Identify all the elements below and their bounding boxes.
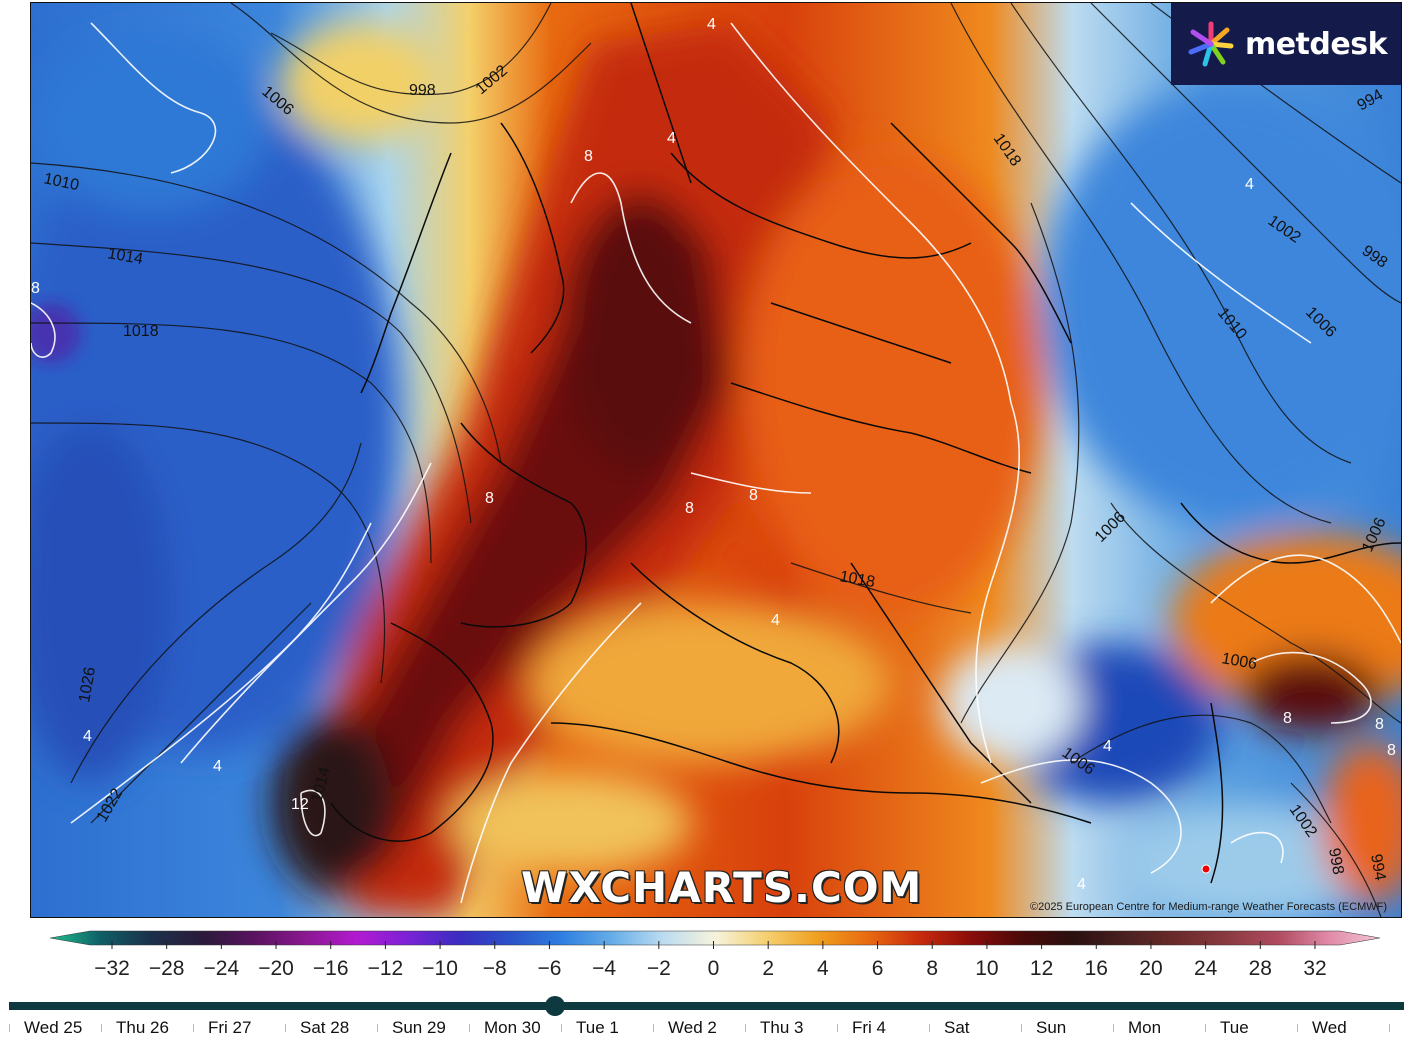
colorbar-tick-label: 32 xyxy=(1303,957,1326,980)
timeline-day-label[interactable]: Sat 28 xyxy=(300,1018,350,1037)
isobar-label: 1014 xyxy=(106,245,144,268)
colorbar-tick-label: −12 xyxy=(368,957,404,980)
timeline-tick xyxy=(1297,1024,1298,1032)
location-marker xyxy=(1201,864,1211,874)
colorbar-gradient xyxy=(49,930,1381,946)
colorbar-tick-label: 8 xyxy=(926,957,938,980)
temp-label: 8 xyxy=(485,490,494,507)
colorbar-tick-label: −2 xyxy=(647,957,671,980)
timeline-handle[interactable] xyxy=(544,996,565,1016)
isobar-label: 998 xyxy=(409,82,436,99)
colorbar-tick-label: 24 xyxy=(1194,957,1218,980)
temp-label: 8 xyxy=(584,148,593,165)
colorbar-tick-label: 4 xyxy=(817,957,829,980)
colorbar-tick-label: 2 xyxy=(762,957,774,980)
temp-label: 4 xyxy=(1103,738,1112,755)
timeline-tick xyxy=(377,1024,378,1032)
timeline-day-label[interactable]: Wed 25 xyxy=(24,1018,83,1037)
temp-label: 8 xyxy=(1283,710,1292,727)
metdesk-logo: metdesk xyxy=(1171,3,1401,85)
timeline-track[interactable] xyxy=(9,1002,1404,1010)
colorbar-tick-label: −10 xyxy=(422,957,458,980)
temp-label: 12 xyxy=(291,796,309,813)
timeline-day-label[interactable]: Tue 1 xyxy=(576,1018,619,1037)
timeline-tick xyxy=(745,1024,746,1032)
colorbar-tick-label: 20 xyxy=(1139,957,1162,980)
timeline-tick xyxy=(929,1024,930,1032)
timeline-tick xyxy=(837,1024,838,1032)
colorbar-tick-label: −16 xyxy=(313,957,349,980)
timeline-tick xyxy=(1205,1024,1206,1032)
temp-label: 8 xyxy=(749,487,758,504)
temp-label: 8 xyxy=(31,280,40,297)
temp-label: 4 xyxy=(667,130,676,147)
timeline-day-label[interactable]: Mon 30 xyxy=(484,1018,541,1037)
timeline-tick xyxy=(469,1024,470,1032)
temp-label: 8 xyxy=(1387,742,1396,759)
watermark: WXCHARTS.COM xyxy=(521,863,923,912)
colorbar-tick-label: 0 xyxy=(708,957,720,980)
isobar-label: 994 xyxy=(1367,853,1388,882)
timeline-tick xyxy=(285,1024,286,1032)
timeline-tick xyxy=(1113,1024,1114,1032)
isobar-label: 1018 xyxy=(838,568,876,591)
temp-label: 4 xyxy=(1077,876,1086,893)
timeline-slider[interactable]: Wed 25 Thu 26 Fri 27 Sat 28 Sun 29 Mon 30 Tue … xyxy=(9,996,1404,1047)
temp-label: 8 xyxy=(1375,716,1384,733)
temp-label: 4 xyxy=(213,758,222,775)
timeline-day-label[interactable]: Fri 4 xyxy=(852,1018,886,1037)
timeline-day-label[interactable]: Tue xyxy=(1220,1018,1249,1037)
colorbar-tick-label: −6 xyxy=(537,957,561,980)
timeline-tick xyxy=(1389,1024,1390,1032)
logo-text: metdesk xyxy=(1244,26,1388,62)
colorbar-legend: −32 −28 −24 −20 −16 −12 −10 −8 −6 −4 −2 0 2 4 6 8 10 12 16… xyxy=(49,928,1381,986)
temp-label: 4 xyxy=(707,16,716,33)
colorbar-tick-label: 6 xyxy=(872,957,884,980)
timeline-tick xyxy=(653,1024,654,1032)
timeline-day-label[interactable]: Mon xyxy=(1128,1018,1162,1037)
colorbar: −32 −28 −24 −20 −16 −12 −10 −8 −6 −4 −2 0 2 4 6 8 10 12 16… xyxy=(49,930,1381,980)
timeline-day-labels: Wed 25 Thu 26 Fri 27 Sat 28 Sun 29 Mon 30 Tue … xyxy=(9,1016,1404,1042)
copyright-notice: ©2025 European Centre for Medium-range W… xyxy=(1030,901,1387,913)
timeline-tick xyxy=(561,1024,562,1032)
isobar-label: 1026 xyxy=(76,666,99,704)
temp-label: 8 xyxy=(685,500,694,517)
timeline-day-label[interactable]: Fri 27 xyxy=(208,1018,252,1037)
temp-label: 4 xyxy=(83,728,92,745)
metdesk-burst-icon xyxy=(1188,21,1234,67)
colorbar-tick-label: −28 xyxy=(149,957,185,980)
temperature-anomaly-map: 1006 998 1002 1010 1014 1018 1026 1022 1… xyxy=(31,3,1401,917)
timeline-tick xyxy=(9,1024,10,1032)
isobar-label: 1018 xyxy=(123,323,159,340)
timeline-day-label[interactable]: Sun 29 xyxy=(392,1018,446,1037)
colorbar-tick-label: −8 xyxy=(483,957,507,980)
timeline-day-label[interactable]: Wed xyxy=(1312,1018,1347,1037)
colorbar-tick-label: −24 xyxy=(204,957,240,980)
colorbar-tick-label: −32 xyxy=(94,957,130,980)
temp-label: 4 xyxy=(1245,176,1254,193)
timeline-day-label[interactable]: Sat xyxy=(944,1018,970,1037)
timeline-tick xyxy=(1021,1024,1022,1032)
colorbar-tick-label: 28 xyxy=(1249,957,1272,980)
temp-label: 4 xyxy=(771,612,780,629)
colorbar-tick-label: −4 xyxy=(592,957,616,980)
timeline-tick xyxy=(101,1024,102,1032)
timeline-day-label[interactable]: Thu 26 xyxy=(116,1018,169,1037)
colorbar-tick-label: 10 xyxy=(975,957,998,980)
colorbar-tick-label: 16 xyxy=(1085,957,1108,980)
timeline-day-label[interactable]: Wed 2 xyxy=(668,1018,717,1037)
weather-map: 1006 998 1002 1010 1014 1018 1026 1022 1… xyxy=(30,2,1402,918)
isobar-label: 1006 xyxy=(1220,650,1258,673)
colorbar-tick-label: −20 xyxy=(258,957,294,980)
timeline-day-label[interactable]: Sun xyxy=(1036,1018,1067,1037)
colorbar-tick-label: 12 xyxy=(1030,957,1053,980)
isobar-label: 998 xyxy=(1325,847,1346,876)
timeline-day-label[interactable]: Thu 3 xyxy=(760,1018,804,1037)
timeline-tick xyxy=(193,1024,194,1032)
